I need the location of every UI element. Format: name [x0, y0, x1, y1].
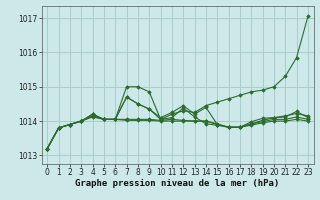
X-axis label: Graphe pression niveau de la mer (hPa): Graphe pression niveau de la mer (hPa)	[76, 179, 280, 188]
